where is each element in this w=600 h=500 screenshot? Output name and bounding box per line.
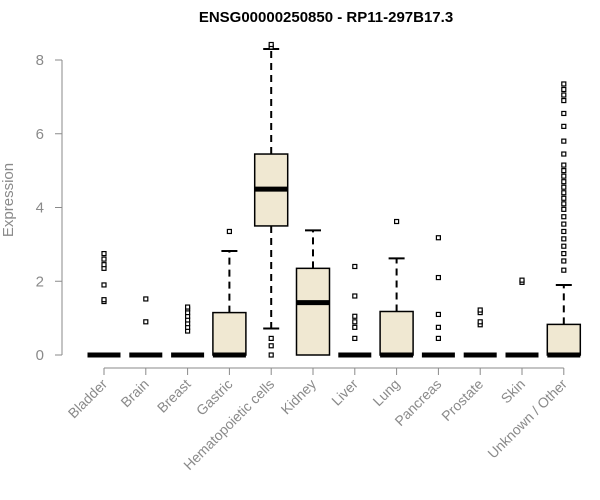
outlier-point bbox=[101, 282, 107, 288]
box-group bbox=[338, 263, 372, 358]
box-body bbox=[212, 311, 247, 356]
outlier-point bbox=[561, 162, 567, 168]
y-tick-label: 4 bbox=[36, 200, 44, 217]
outlier-point bbox=[352, 313, 358, 319]
outlier-point bbox=[101, 250, 107, 257]
outlier-point bbox=[435, 335, 441, 342]
outlier-point bbox=[561, 110, 567, 117]
box-body bbox=[295, 267, 331, 356]
y-tick-label: 6 bbox=[36, 126, 44, 143]
x-tick-label: Liver bbox=[328, 376, 361, 409]
outlier-point bbox=[561, 179, 567, 185]
outlier-point bbox=[561, 190, 567, 196]
outlier-point bbox=[561, 184, 567, 190]
outlier-point bbox=[435, 324, 441, 330]
outlier-point bbox=[561, 81, 567, 87]
outlier-point bbox=[561, 92, 567, 98]
outlier-point bbox=[561, 221, 567, 227]
x-tick-label: Skin bbox=[498, 376, 529, 407]
outlier-point bbox=[561, 173, 567, 179]
y-tick-label: 2 bbox=[36, 273, 44, 290]
outlier-point bbox=[352, 293, 358, 299]
outlier-point bbox=[561, 267, 567, 273]
x-tick-label: Unknown / Other bbox=[484, 376, 570, 462]
outlier-point bbox=[143, 319, 149, 325]
outlier-point bbox=[477, 307, 483, 313]
outlier-point bbox=[477, 319, 483, 325]
outlier-point bbox=[561, 206, 567, 212]
box-body bbox=[379, 310, 414, 356]
outlier-point bbox=[352, 319, 358, 325]
outlier-point bbox=[101, 262, 107, 268]
outlier-point bbox=[561, 195, 567, 201]
outlier-point bbox=[561, 86, 567, 93]
y-axis: 0 2 4 6 8 bbox=[36, 52, 63, 364]
outlier-point bbox=[352, 263, 358, 270]
y-tick-label: 0 bbox=[36, 347, 44, 364]
outlier-point bbox=[435, 311, 441, 318]
box-body bbox=[546, 323, 582, 356]
box-group bbox=[87, 250, 121, 358]
box-group bbox=[129, 296, 163, 358]
outlier-point bbox=[561, 168, 567, 174]
box-group bbox=[295, 229, 331, 356]
outlier-point bbox=[561, 97, 567, 104]
outlier-point bbox=[268, 335, 274, 342]
outlier-point bbox=[561, 201, 567, 207]
outlier-point bbox=[561, 214, 567, 220]
x-tick-label: Bladder bbox=[65, 376, 111, 422]
chart-title: ENSG00000250850 - RP11-297B17.3 bbox=[199, 9, 453, 26]
x-tick-label: Breast bbox=[154, 376, 194, 416]
outlier-point bbox=[519, 277, 525, 283]
outlier-point bbox=[352, 335, 358, 342]
outlier-point bbox=[268, 41, 274, 48]
outlier-point bbox=[561, 236, 567, 242]
box-group bbox=[379, 218, 414, 358]
box-group bbox=[171, 304, 205, 358]
outlier-point bbox=[561, 250, 567, 257]
box-group bbox=[421, 235, 455, 358]
outlier-point bbox=[101, 297, 107, 303]
box-group bbox=[546, 81, 582, 358]
outlier-point bbox=[143, 296, 149, 302]
y-axis-label: Expression bbox=[0, 163, 17, 237]
outlier-point bbox=[268, 352, 274, 358]
outlier-point bbox=[394, 218, 400, 225]
outlier-point bbox=[561, 258, 567, 264]
box-group bbox=[463, 307, 497, 358]
outlier-point bbox=[185, 304, 191, 310]
box-group bbox=[505, 277, 539, 358]
outlier-point bbox=[435, 274, 441, 281]
x-tick-label: Brain bbox=[117, 376, 151, 410]
outlier-point bbox=[561, 243, 567, 249]
x-tick-label: Lung bbox=[369, 376, 402, 409]
outlier-point bbox=[226, 228, 232, 235]
outlier-point bbox=[268, 343, 274, 349]
plot-area bbox=[87, 41, 582, 358]
outlier-point bbox=[561, 138, 567, 144]
outlier-point bbox=[561, 151, 567, 157]
outlier-point bbox=[561, 228, 567, 235]
box-group bbox=[253, 41, 289, 358]
outlier-point bbox=[101, 256, 107, 262]
box-group bbox=[212, 228, 247, 358]
x-tick-label: Prostate bbox=[438, 376, 486, 424]
outlier-point bbox=[561, 123, 567, 129]
y-tick-label: 8 bbox=[36, 52, 44, 69]
outlier-point bbox=[352, 324, 358, 330]
outlier-point bbox=[435, 235, 441, 241]
x-tick-label: Kidney bbox=[278, 376, 320, 418]
